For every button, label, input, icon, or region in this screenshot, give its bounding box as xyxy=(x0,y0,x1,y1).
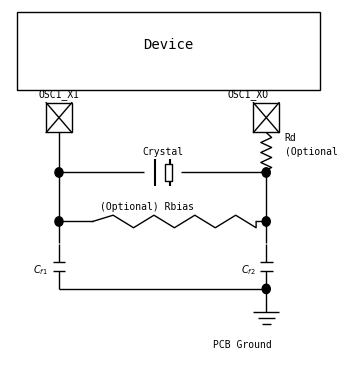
Text: OSC1_XI: OSC1_XI xyxy=(38,89,80,100)
Bar xyxy=(165,163,172,181)
Text: Rd
(Optional): Rd (Optional) xyxy=(285,133,337,157)
Text: Crystal: Crystal xyxy=(142,147,183,157)
Circle shape xyxy=(55,168,63,177)
Text: PCB Ground: PCB Ground xyxy=(213,340,272,350)
Bar xyxy=(253,103,279,132)
Circle shape xyxy=(262,284,270,294)
Text: (Optional) Rbias: (Optional) Rbias xyxy=(100,201,193,212)
Bar xyxy=(46,103,72,132)
Circle shape xyxy=(262,217,270,226)
Text: $C_{f2}$: $C_{f2}$ xyxy=(241,263,256,278)
Circle shape xyxy=(55,217,63,226)
Bar xyxy=(17,12,320,90)
Text: Device: Device xyxy=(143,38,194,52)
Circle shape xyxy=(262,168,270,177)
Text: $C_{f1}$: $C_{f1}$ xyxy=(33,263,48,278)
Text: OSC1_XO: OSC1_XO xyxy=(227,89,268,100)
